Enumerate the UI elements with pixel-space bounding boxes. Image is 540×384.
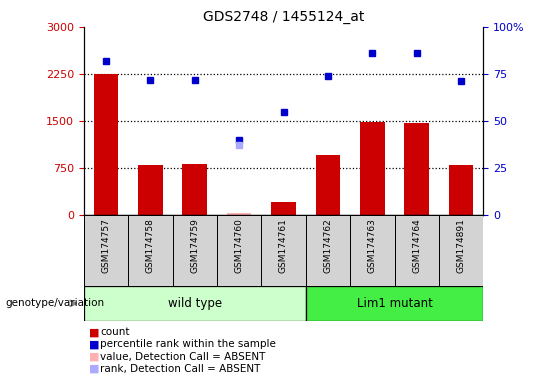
Bar [217, 215, 261, 286]
Text: GSM174764: GSM174764 [412, 218, 421, 273]
Text: value, Detection Call = ABSENT: value, Detection Call = ABSENT [100, 352, 265, 362]
Bar [306, 286, 483, 321]
Text: Lim1 mutant: Lim1 mutant [356, 297, 433, 310]
Bar [84, 215, 128, 286]
Bar [128, 215, 172, 286]
Text: GSM174759: GSM174759 [190, 218, 199, 273]
Title: GDS2748 / 1455124_at: GDS2748 / 1455124_at [203, 10, 364, 25]
Bar [360, 122, 384, 215]
Text: GSM174757: GSM174757 [102, 218, 110, 273]
Text: GSM174761: GSM174761 [279, 218, 288, 273]
Bar [271, 202, 296, 215]
Bar [84, 286, 306, 321]
Bar [261, 215, 306, 286]
Text: genotype/variation: genotype/variation [5, 298, 105, 308]
Text: GSM174760: GSM174760 [234, 218, 244, 273]
Bar [94, 74, 118, 215]
Text: ■: ■ [89, 339, 99, 349]
Bar [227, 213, 251, 215]
Text: ■: ■ [89, 352, 99, 362]
Text: wild type: wild type [167, 297, 222, 310]
Text: percentile rank within the sample: percentile rank within the sample [100, 339, 276, 349]
Text: ■: ■ [89, 364, 99, 374]
Text: rank, Detection Call = ABSENT: rank, Detection Call = ABSENT [100, 364, 260, 374]
Bar [395, 215, 439, 286]
Bar [449, 166, 473, 215]
Text: ■: ■ [89, 327, 99, 337]
Bar [316, 156, 340, 215]
Bar [183, 164, 207, 215]
Text: GSM174758: GSM174758 [146, 218, 155, 273]
Bar [172, 215, 217, 286]
Text: GSM174762: GSM174762 [323, 218, 333, 273]
Bar [404, 123, 429, 215]
Text: GSM174763: GSM174763 [368, 218, 377, 273]
Bar [306, 215, 350, 286]
Text: GSM174891: GSM174891 [457, 218, 465, 273]
Bar [439, 215, 483, 286]
Text: count: count [100, 327, 130, 337]
Bar [138, 166, 163, 215]
Bar [350, 215, 395, 286]
